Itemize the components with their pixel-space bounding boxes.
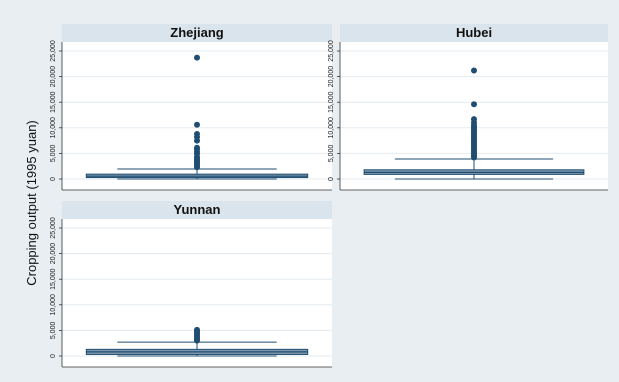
- y-tick-label: 10,000: [50, 294, 57, 316]
- y-tick-label: 5,000: [328, 145, 335, 163]
- y-tick-label: 0: [328, 177, 335, 181]
- y-tick-label: 5,000: [50, 322, 57, 340]
- y-tick-label: 20,000: [328, 66, 335, 88]
- y-tick-label: 15,000: [50, 268, 57, 290]
- panel-yunnan: Yunnan 0 5,000 10,000 15,000 20,000 25,000: [50, 201, 332, 368]
- outlier-point: [194, 130, 200, 137]
- outlier-point: [194, 121, 200, 128]
- y-tick-label: 10,000: [328, 117, 335, 139]
- y-tick-label: 0: [50, 354, 57, 358]
- panel-header: [62, 24, 332, 42]
- panel-zhejiang: Zhejiang 0 5,000 10,000 15,000 20,000 25,000: [50, 24, 332, 191]
- panel-hubei: Hubei 0 5,000 10,000 15,000 20,000 25,000: [328, 24, 608, 191]
- y-tick-label: 0: [50, 177, 57, 181]
- panel-title: Zhejiang: [170, 25, 224, 40]
- y-tick-label: 25,000: [50, 40, 57, 62]
- outlier-point: [471, 116, 477, 123]
- outlier-point: [471, 67, 477, 74]
- panel-title: Yunnan: [174, 202, 221, 217]
- panel-title: Hubei: [456, 25, 492, 40]
- y-tick-label: 15,000: [328, 91, 335, 113]
- y-axis-label: Cropping output (1995 yuan): [24, 120, 39, 286]
- y-tick-label: 20,000: [50, 243, 57, 265]
- outlier-point: [471, 101, 477, 108]
- y-tick-label: 5,000: [50, 145, 57, 163]
- y-tick-label: 15,000: [50, 91, 57, 113]
- outlier-point: [194, 144, 200, 151]
- y-tick-label: 25,000: [50, 217, 57, 239]
- y-tick-label: 25,000: [328, 40, 335, 62]
- y-tick-label: 10,000: [50, 117, 57, 139]
- panel-header: [62, 201, 332, 219]
- y-tick-label: 20,000: [50, 66, 57, 88]
- outlier-point: [194, 54, 200, 61]
- panel-header: [340, 24, 608, 42]
- outlier-point: [194, 326, 200, 333]
